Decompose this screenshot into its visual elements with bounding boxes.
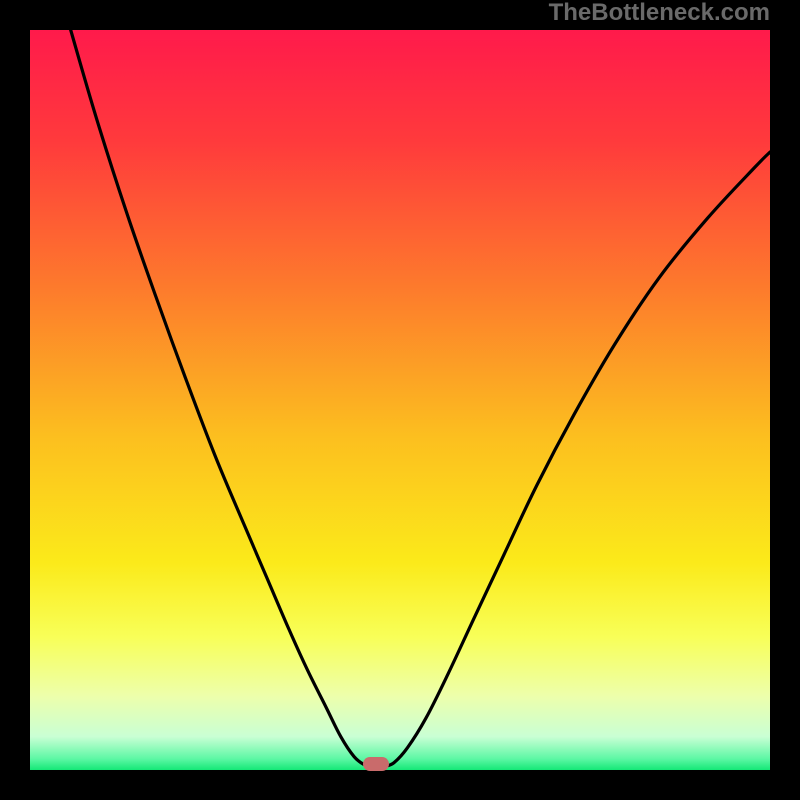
chart-container: TheBottleneck.com — [0, 0, 800, 800]
minimum-marker — [363, 757, 389, 771]
watermark-text: TheBottleneck.com — [549, 0, 770, 27]
bottleneck-curve — [30, 30, 770, 770]
plot-area — [30, 30, 770, 770]
